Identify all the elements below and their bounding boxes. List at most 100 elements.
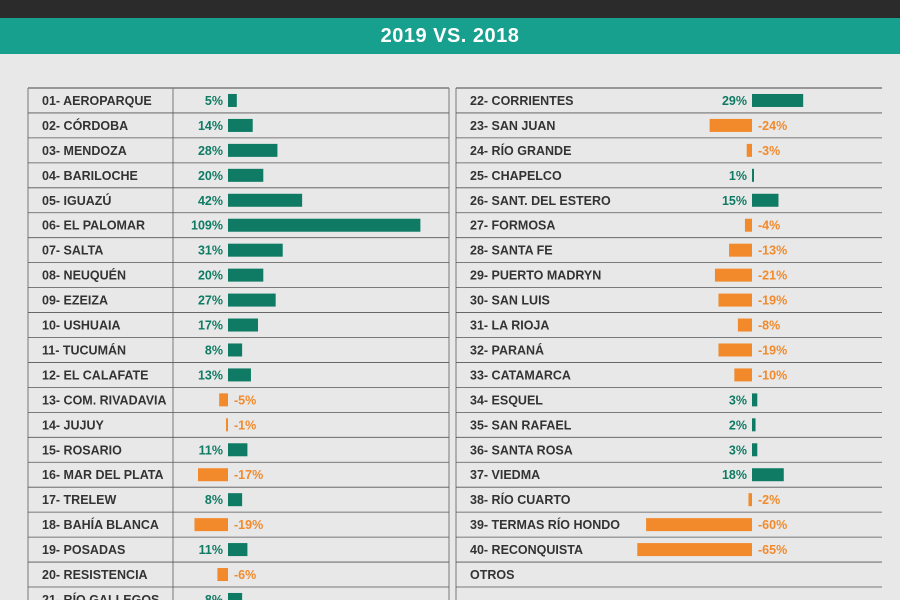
data-label: -2% (758, 493, 780, 507)
bar (228, 443, 248, 457)
category-label: 17- TRELEW (42, 493, 117, 507)
bar (219, 393, 228, 407)
category-label: 03- MENDOZA (42, 144, 127, 158)
category-label: 13- COM. RIVADAVIA (42, 393, 167, 407)
bar (746, 143, 752, 157)
bar (228, 118, 253, 132)
category-label: 21- RÍO GALLEGOS (42, 592, 159, 600)
category-label: 27- FORMOSA (470, 219, 555, 233)
category-label: OTROS (470, 568, 514, 582)
data-label: 14% (198, 119, 223, 133)
category-label: 14- JUJUY (42, 418, 104, 432)
data-label: -19% (758, 343, 787, 357)
data-label: -17% (234, 468, 263, 482)
data-label: 8% (205, 593, 223, 600)
data-label: 28% (198, 144, 223, 158)
bar (734, 368, 752, 382)
category-label: 06- EL PALOMAR (42, 219, 145, 233)
data-label: -4% (758, 219, 780, 233)
category-label: 28- SANTA FE (470, 244, 553, 258)
data-label: 11% (199, 543, 223, 557)
data-label: 20% (198, 269, 223, 283)
category-label: 05- IGUAZÚ (42, 193, 111, 208)
bar (228, 293, 276, 307)
bar (737, 318, 752, 332)
data-label: 8% (205, 343, 223, 357)
category-label: 02- CÓRDOBA (42, 118, 128, 133)
data-label: 1% (729, 169, 747, 183)
bar (752, 393, 758, 407)
data-label: 29% (722, 94, 747, 108)
bar (228, 243, 283, 257)
data-label: 27% (198, 294, 223, 308)
data-label: 18% (722, 468, 747, 482)
bar (748, 493, 752, 507)
data-label: 5% (205, 94, 223, 108)
category-label: 25- CHAPELCO (470, 169, 562, 183)
data-label: -19% (234, 518, 263, 532)
bar (197, 468, 228, 482)
data-label: 3% (729, 393, 747, 407)
bar (718, 343, 752, 357)
bar (709, 118, 752, 132)
bar (752, 168, 754, 182)
data-label: -21% (758, 269, 787, 283)
bar (729, 243, 752, 257)
category-label: 08- NEUQUÉN (42, 268, 126, 283)
category-label: 30- SAN LUIS (470, 294, 550, 308)
category-label: 26- SANT. DEL ESTERO (470, 194, 611, 208)
category-label: 22- CORRIENTES (470, 94, 574, 108)
data-label: 20% (198, 169, 223, 183)
data-label: -60% (758, 518, 787, 532)
category-label: 32- PARANÁ (470, 342, 544, 357)
data-label: 2% (729, 418, 747, 432)
data-label: 3% (729, 443, 747, 457)
category-label: 36- SANTA ROSA (470, 443, 573, 457)
category-label: 18- BAHÍA BLANCA (42, 517, 159, 532)
category-label: 24- RÍO GRANDE (470, 143, 571, 158)
bar (226, 418, 228, 432)
category-label: 39- TERMAS RÍO HONDO (470, 517, 620, 532)
bar (194, 518, 228, 532)
bar (228, 143, 278, 157)
data-label: -13% (758, 244, 787, 258)
bar (646, 518, 752, 532)
data-label: -5% (234, 393, 256, 407)
bar (752, 468, 784, 482)
data-label: -19% (758, 294, 787, 308)
bar (752, 93, 804, 107)
category-label: 04- BARILOCHE (42, 169, 138, 183)
data-label: 109% (191, 219, 223, 233)
category-label: 40- RECONQUISTA (470, 543, 583, 557)
bar (752, 193, 779, 207)
category-label: 11- TUCUMÁN (42, 342, 126, 357)
data-label: -3% (758, 144, 780, 158)
bar (228, 543, 248, 557)
data-label: 31% (198, 244, 223, 258)
bar (228, 343, 243, 357)
category-label: 09- EZEIZA (42, 294, 108, 308)
bar (228, 218, 421, 232)
category-label: 33- CATAMARCA (470, 368, 571, 382)
bar (718, 293, 752, 307)
bar (637, 543, 752, 557)
chart-title-banner: 2019 VS. 2018 (0, 18, 900, 54)
category-label: 01- AEROPARQUE (42, 94, 152, 108)
bar (217, 568, 228, 582)
data-label: 13% (198, 368, 223, 382)
category-label: 34- ESQUEL (470, 393, 543, 407)
data-label: 11% (199, 443, 223, 457)
category-label: 23- SAN JUAN (470, 119, 555, 133)
data-label: 42% (198, 194, 223, 208)
category-label: 38- RÍO CUARTO (470, 492, 571, 507)
data-label: 15% (722, 194, 747, 208)
data-label: -65% (758, 543, 787, 557)
bar (228, 93, 237, 107)
category-label: 15- ROSARIO (42, 443, 122, 457)
data-label: 17% (198, 319, 223, 333)
data-label: -10% (758, 368, 787, 382)
category-label: 37- VIEDMA (470, 468, 540, 482)
data-label: -8% (758, 319, 780, 333)
bar (752, 418, 756, 432)
